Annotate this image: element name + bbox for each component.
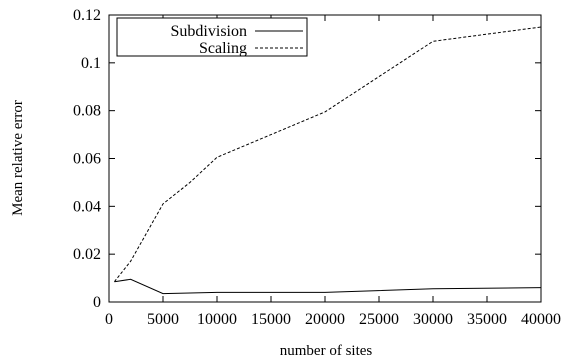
legend-label: Scaling (199, 40, 247, 57)
y-tick-label: 0.04 (73, 198, 101, 215)
y-tick-label: 0 (93, 294, 101, 311)
y-tick-label: 0.08 (73, 103, 101, 120)
x-tick-label: 25000 (359, 311, 399, 328)
x-tick-label: 20000 (305, 311, 345, 328)
x-tick-label: 5000 (147, 311, 179, 328)
x-tick-label: 15000 (251, 311, 291, 328)
y-tick-label: 0.12 (73, 7, 101, 24)
plot-frame (108, 14, 542, 303)
x-tick-label: 40000 (521, 311, 561, 328)
legend-label: Subdivision (171, 23, 247, 40)
legend-box (116, 17, 308, 57)
y-axis-label: Mean relative error (10, 100, 26, 216)
y-tick-label: 0.02 (73, 246, 101, 263)
x-tick-label: 10000 (197, 311, 237, 328)
y-tick-label: 0.06 (73, 151, 101, 168)
series-layer (114, 26, 542, 295)
series-line-scaling (114, 26, 542, 283)
x-tick-label: 35000 (467, 311, 507, 328)
x-tick-label: 30000 (413, 311, 453, 328)
chart-axes: 0 5000 10000 15000 20000 25000 30000 35000 40000… (73, 7, 561, 328)
series-line-subdivision (114, 278, 542, 295)
x-tick-label: 0 (105, 311, 113, 328)
x-axis-label: number of sites (280, 343, 373, 358)
y-tick-label: 0.1 (81, 55, 101, 72)
